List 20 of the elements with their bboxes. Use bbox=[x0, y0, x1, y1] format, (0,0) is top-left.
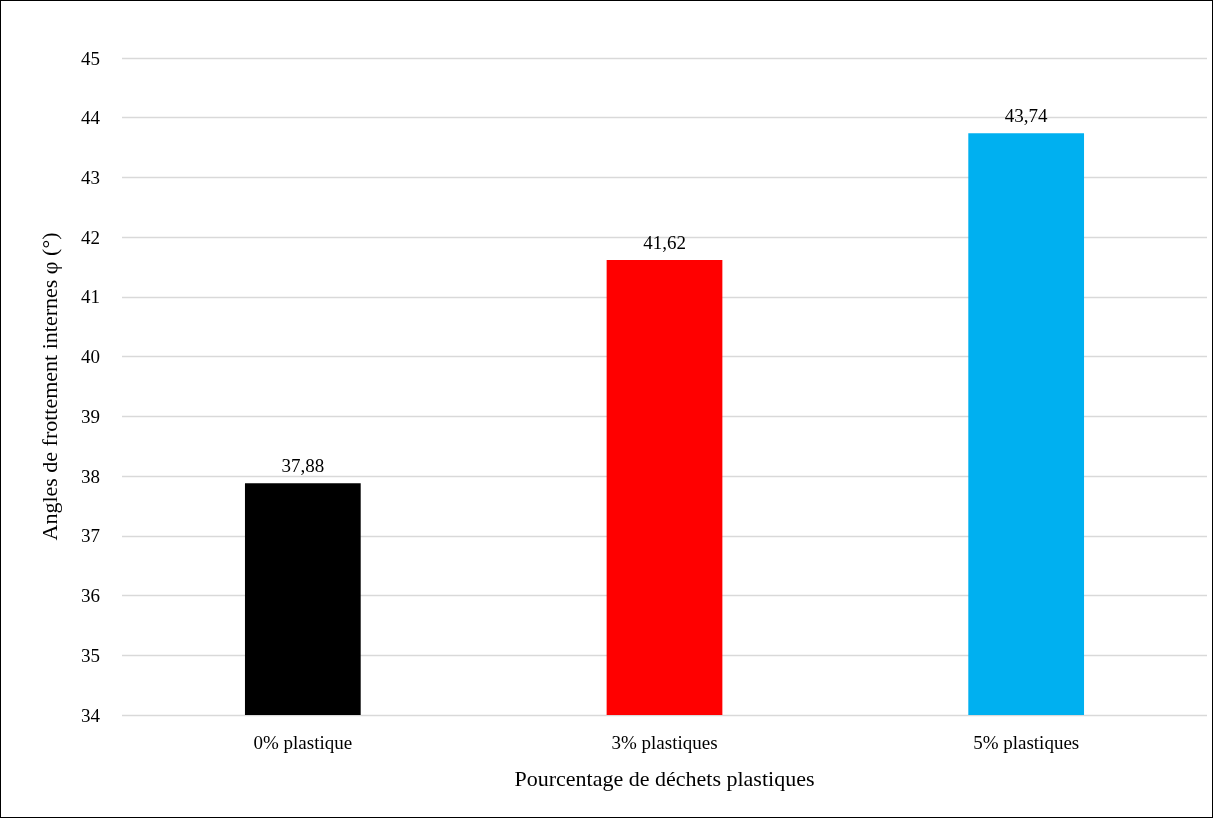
y-tick-label: 37 bbox=[81, 525, 100, 547]
y-tick-label: 45 bbox=[81, 47, 100, 69]
x-tick-label: 0% plastique bbox=[253, 732, 353, 753]
y-axis-title: Angles de frottement internes φ (°) bbox=[36, 232, 62, 541]
y-tick-label: 38 bbox=[81, 465, 100, 487]
x-tick-label: 3% plastiques bbox=[611, 732, 718, 753]
y-tick-label: 42 bbox=[81, 226, 100, 248]
data-label: 37,88 bbox=[281, 455, 325, 477]
y-tick-label: 35 bbox=[81, 644, 100, 666]
x-tick-label: 5% plastiques bbox=[973, 732, 1080, 753]
y-tick-label: 36 bbox=[81, 585, 100, 607]
y-tick-label: 43 bbox=[81, 166, 100, 188]
y-tick-label: 39 bbox=[81, 405, 100, 427]
y-tick-label: 44 bbox=[81, 107, 101, 129]
x-axis-title: Pourcentage de déchets plastiques bbox=[514, 765, 815, 791]
data-label: 43,74 bbox=[1004, 105, 1049, 127]
y-tick-label: 41 bbox=[81, 286, 100, 308]
data-label: 41,62 bbox=[643, 231, 686, 253]
y-tick-label: 40 bbox=[81, 346, 100, 368]
y-tick-label: 34 bbox=[81, 704, 101, 726]
